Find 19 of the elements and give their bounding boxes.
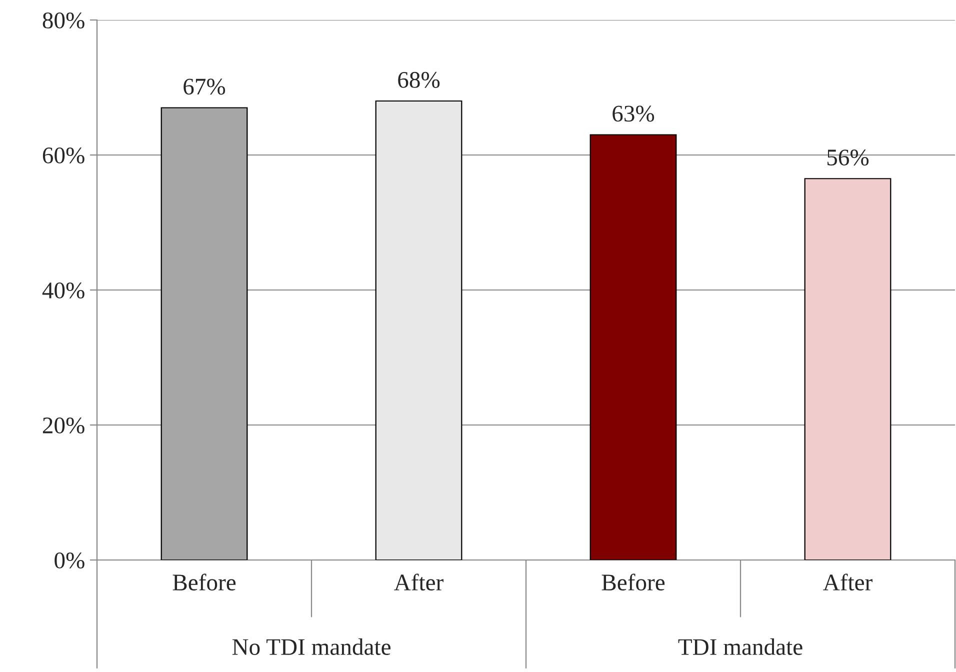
x-tick-label: Before (602, 574, 665, 591)
x-tick-label: After (394, 574, 444, 591)
y-tick-label: 60% (42, 147, 84, 164)
y-tick-label: 80% (42, 12, 84, 28)
bar (804, 178, 892, 560)
data-label: 63% (612, 106, 654, 122)
bar (160, 107, 248, 560)
y-tick-label: 0% (54, 552, 84, 568)
data-label: 67% (184, 78, 226, 95)
y-tick-label: 20% (42, 417, 84, 434)
text: No TDI mandate (232, 638, 390, 656)
x-tick-label: Before (172, 574, 236, 591)
text: TDI mandate (678, 638, 802, 656)
x-tick-label: After (823, 574, 872, 591)
bar (590, 134, 677, 560)
y-tick-label: 40% (42, 282, 84, 298)
data-label: 56% (827, 150, 869, 166)
bar (375, 100, 462, 560)
data-label: 68% (398, 72, 440, 88)
